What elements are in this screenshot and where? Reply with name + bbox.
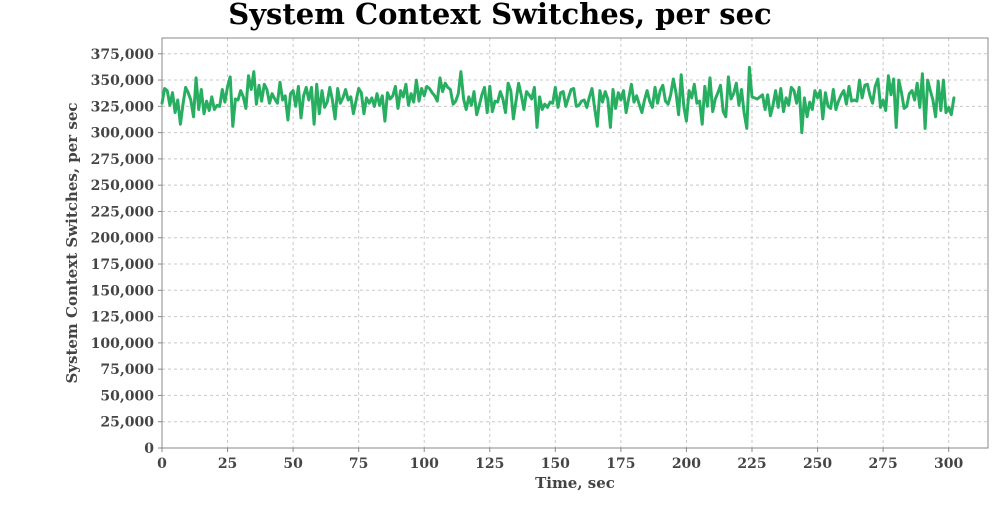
- x-tick-label: 75: [349, 456, 368, 472]
- x-tick-label: 125: [475, 456, 504, 472]
- x-tick-label: 25: [218, 456, 237, 472]
- x-axis-ticks: 0 25 50 75 100 125 150 175 200 225 250 275 300: [157, 448, 964, 472]
- y-tick-label: 0: [144, 441, 154, 457]
- y-tick-label: 125,000: [91, 310, 155, 326]
- gridlines: [162, 38, 988, 448]
- x-tick-label: 100: [410, 456, 439, 472]
- y-axis-title: System Context Switches, per sec: [63, 102, 81, 383]
- y-axis-ticks: 0 25,000 50,000 75,000 100,000 125,000 150,000…: [91, 47, 162, 457]
- x-axis-title: Time, sec: [535, 474, 615, 492]
- y-tick-label: 375,000: [91, 47, 155, 63]
- y-tick-label: 200,000: [91, 231, 155, 247]
- y-tick-label: 150,000: [91, 283, 155, 299]
- y-tick-label: 175,000: [91, 257, 155, 273]
- y-tick-label: 75,000: [100, 362, 154, 378]
- y-tick-label: 325,000: [91, 99, 155, 115]
- x-tick-label: 0: [157, 456, 167, 472]
- y-tick-label: 50,000: [100, 388, 154, 404]
- x-tick-label: 50: [283, 456, 303, 472]
- x-tick-label: 175: [606, 456, 635, 472]
- x-tick-label: 275: [868, 456, 897, 472]
- y-tick-label: 100,000: [91, 336, 155, 352]
- y-tick-label: 250,000: [91, 178, 155, 194]
- x-tick-label: 225: [737, 456, 766, 472]
- series-line: [160, 65, 956, 135]
- y-tick-label: 275,000: [91, 152, 155, 168]
- y-tick-label: 225,000: [91, 204, 155, 220]
- x-tick-label: 200: [672, 456, 701, 472]
- x-tick-label: 150: [541, 456, 570, 472]
- chart-title: System Context Switches, per sec: [228, 0, 771, 31]
- y-tick-label: 25,000: [100, 415, 154, 431]
- y-tick-label: 300,000: [91, 126, 155, 142]
- y-tick-label: 350,000: [91, 73, 155, 89]
- x-tick-label: 250: [803, 456, 832, 472]
- x-tick-label: 300: [934, 456, 963, 472]
